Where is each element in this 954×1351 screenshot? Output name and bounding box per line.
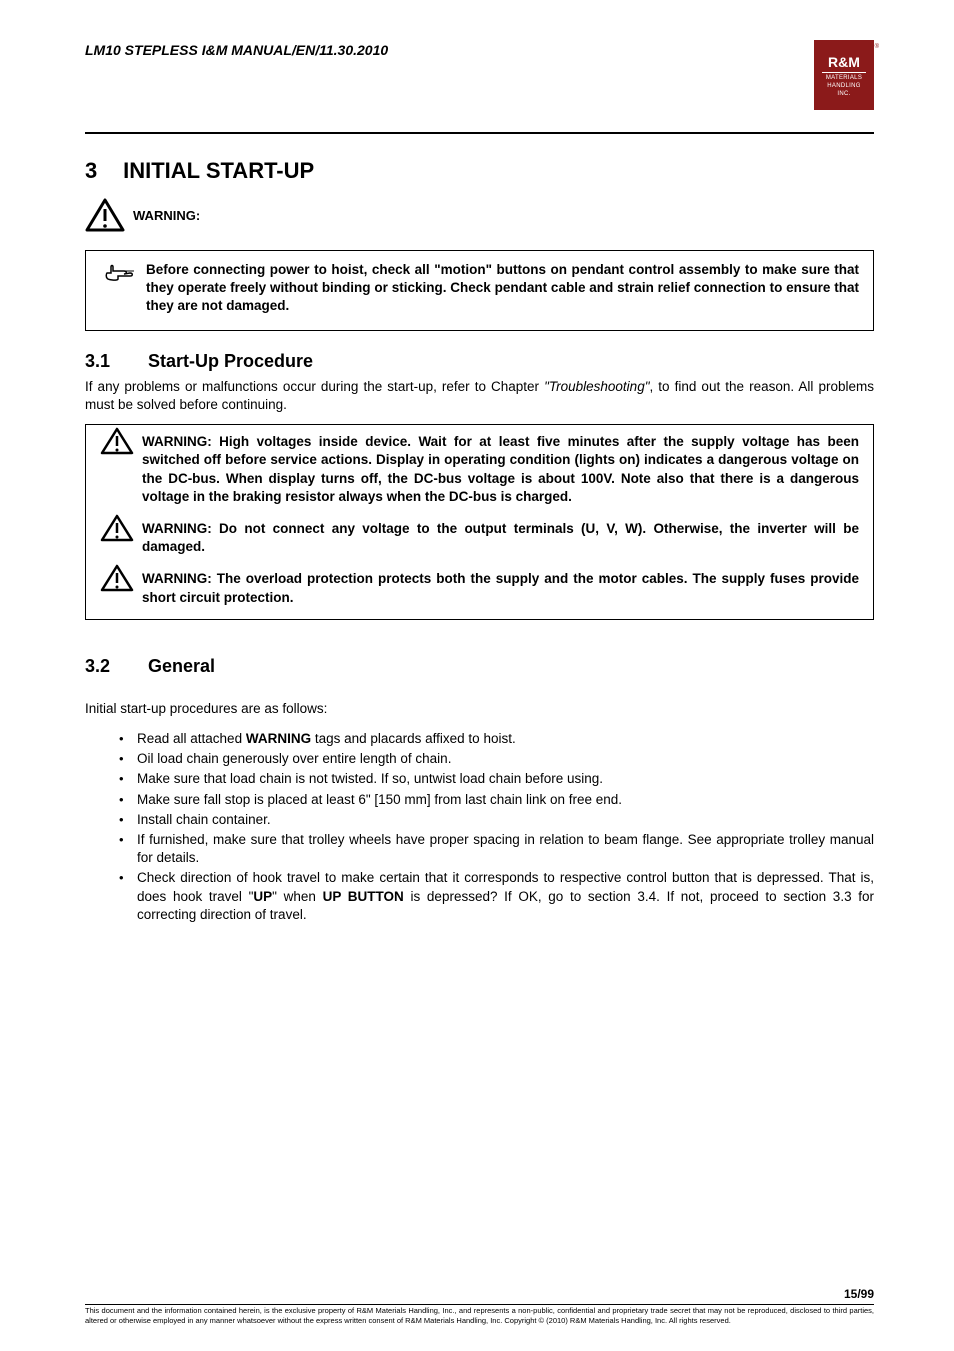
subsection-title: General <box>148 656 215 676</box>
logo-line-3: INC. <box>837 91 850 97</box>
warning-indicator: WARNING: <box>85 198 874 232</box>
warning-triangle-icon <box>100 514 134 542</box>
page-number: 15/99 <box>844 1287 874 1301</box>
pointing-hand-icon <box>104 261 136 288</box>
section-title: INITIAL START-UP <box>123 158 314 183</box>
company-logo: ® R&M MATERIALS HANDLING INC. <box>814 40 874 110</box>
list-item: Install chain container. <box>119 811 874 829</box>
list-item: Check direction of hook travel to make c… <box>119 869 874 924</box>
note-box: Before connecting power to hoist, check … <box>85 250 874 331</box>
subsection-heading-1: 3.1 Start-Up Procedure <box>85 351 874 372</box>
warning-text: WARNING: Do not connect any voltage to t… <box>142 521 859 554</box>
header-title: LM10 STEPLESS I&M MANUAL/EN/11.30.2010 <box>85 42 388 58</box>
document-page: LM10 STEPLESS I&M MANUAL/EN/11.30.2010 ®… <box>0 0 954 1351</box>
logo-line-2: HANDLING <box>827 83 860 89</box>
list-item: Oil load chain generously over entire le… <box>119 750 874 768</box>
list-item: Read all attached WARNING tags and placa… <box>119 730 874 748</box>
warning-text: WARNING: High voltages inside device. Wa… <box>142 434 859 504</box>
list-item: Make sure fall stop is placed at least 6… <box>119 791 874 809</box>
sub2-intro: Initial start-up procedures are as follo… <box>85 701 874 716</box>
warning-item-3: WARNING: The overload protection protect… <box>100 570 859 606</box>
warning-text: WARNING: The overload protection protect… <box>142 571 859 604</box>
note-text: Before connecting power to hoist, check … <box>146 261 859 316</box>
page-footer: 15/99 This document and the information … <box>85 1304 874 1325</box>
intro-italic: "Troubleshooting" <box>544 379 649 394</box>
logo-text-top: R&M <box>822 54 866 73</box>
warning-triangle-icon <box>100 564 134 592</box>
footer-disclaimer: This document and the information contai… <box>85 1306 874 1325</box>
list-item: If furnished, make sure that trolley whe… <box>119 831 874 867</box>
sub1-intro: If any problems or malfunctions occur du… <box>85 378 874 414</box>
warning-label: WARNING: <box>133 208 200 223</box>
procedure-list: Read all attached WARNING tags and placa… <box>85 730 874 924</box>
subsection-title: Start-Up Procedure <box>148 351 313 371</box>
section-heading: 3 INITIAL START-UP <box>85 158 874 184</box>
subsection-heading-2: 3.2 General <box>85 656 874 677</box>
warning-triangle-icon <box>100 427 134 455</box>
subsection-number: 3.2 <box>85 656 143 677</box>
subsection-number: 3.1 <box>85 351 143 372</box>
page-header: LM10 STEPLESS I&M MANUAL/EN/11.30.2010 ®… <box>85 40 874 134</box>
intro-pre: If any problems or malfunctions occur du… <box>85 379 544 394</box>
registered-mark: ® <box>875 44 879 50</box>
list-item: Make sure that load chain is not twisted… <box>119 770 874 788</box>
warning-triangle-icon <box>85 198 125 232</box>
warnings-box: WARNING: High voltages inside device. Wa… <box>85 424 874 620</box>
warning-item-1: WARNING: High voltages inside device. Wa… <box>100 433 859 506</box>
warning-item-2: WARNING: Do not connect any voltage to t… <box>100 520 859 556</box>
section-number: 3 <box>85 158 117 184</box>
logo-line-1: MATERIALS <box>826 75 862 81</box>
